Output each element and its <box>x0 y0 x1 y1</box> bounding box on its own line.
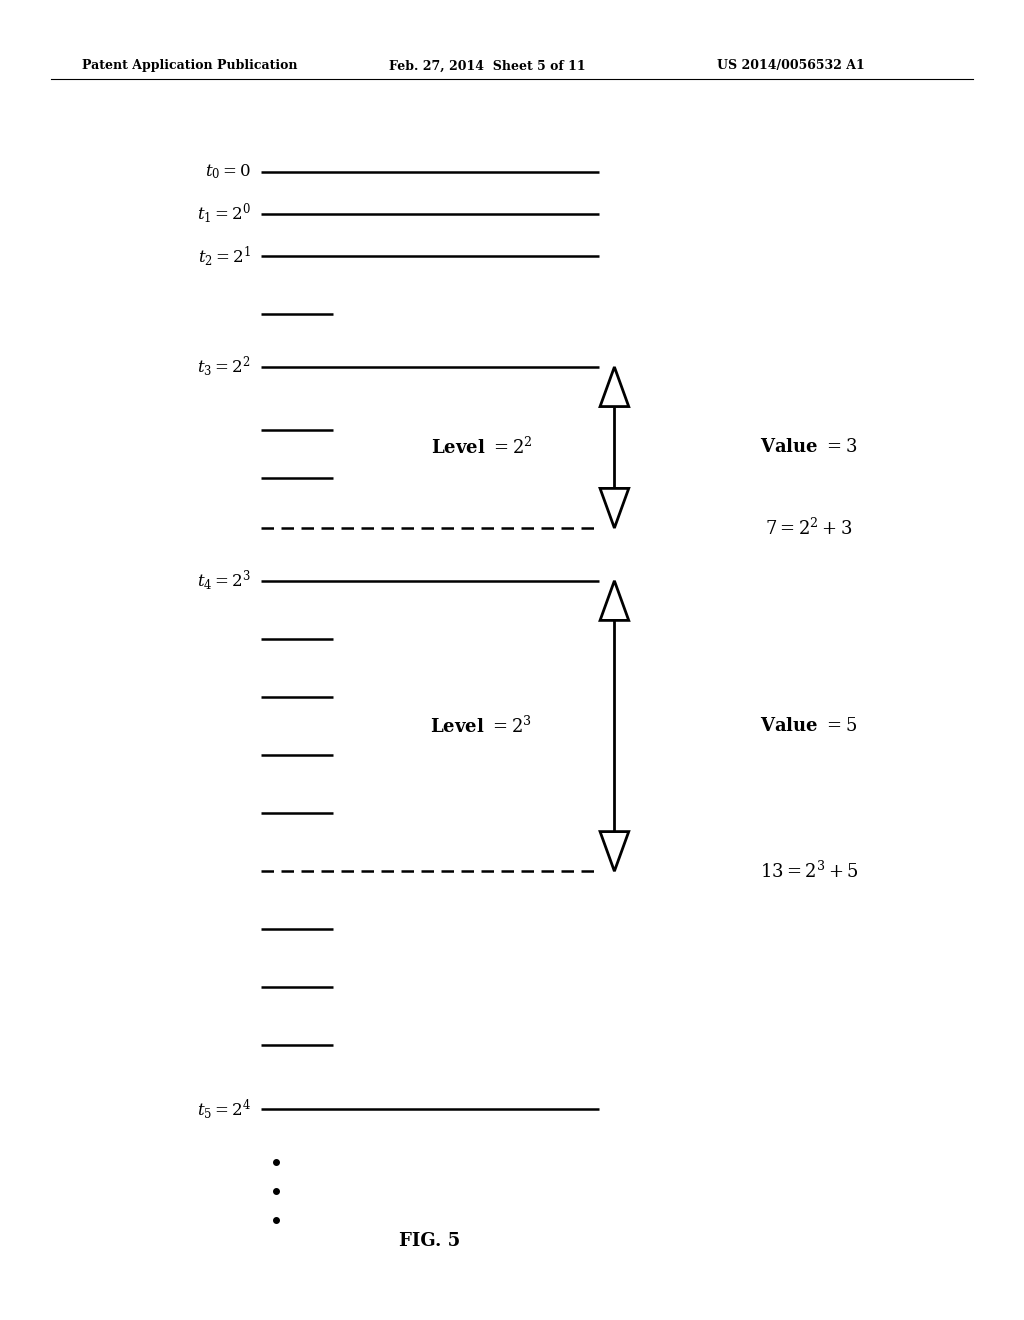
Text: $t_0$$=0$: $t_0$$=0$ <box>205 162 251 181</box>
Text: FIG. 5: FIG. 5 <box>399 1232 461 1250</box>
Text: $t_4$$=2^3$: $t_4$$=2^3$ <box>197 569 251 593</box>
Text: $7= 2^2 + 3$: $7= 2^2 + 3$ <box>765 517 853 539</box>
Polygon shape <box>600 581 629 620</box>
Text: Patent Application Publication: Patent Application Publication <box>82 59 297 73</box>
Text: Feb. 27, 2014  Sheet 5 of 11: Feb. 27, 2014 Sheet 5 of 11 <box>389 59 586 73</box>
Text: $t_2$$=2^1$: $t_2$$=2^1$ <box>198 244 251 268</box>
Text: Level $= 2^3$: Level $= 2^3$ <box>430 715 532 737</box>
Text: $t_5$$=2^4$: $t_5$$=2^4$ <box>197 1097 251 1121</box>
Text: $t_3$$=2^2$: $t_3$$=2^2$ <box>198 355 251 379</box>
Polygon shape <box>600 488 629 528</box>
Text: Value $= 3$: Value $= 3$ <box>760 438 858 457</box>
Polygon shape <box>600 832 629 871</box>
Polygon shape <box>600 367 629 407</box>
Text: $t_1$$=2^0$: $t_1$$=2^0$ <box>197 202 251 226</box>
Text: $13= 2^3 + 5$: $13= 2^3 + 5$ <box>760 861 858 882</box>
Text: Value $= 5$: Value $= 5$ <box>760 717 858 735</box>
Text: Level $= 2^2$: Level $= 2^2$ <box>430 437 532 458</box>
Text: US 2014/0056532 A1: US 2014/0056532 A1 <box>717 59 864 73</box>
